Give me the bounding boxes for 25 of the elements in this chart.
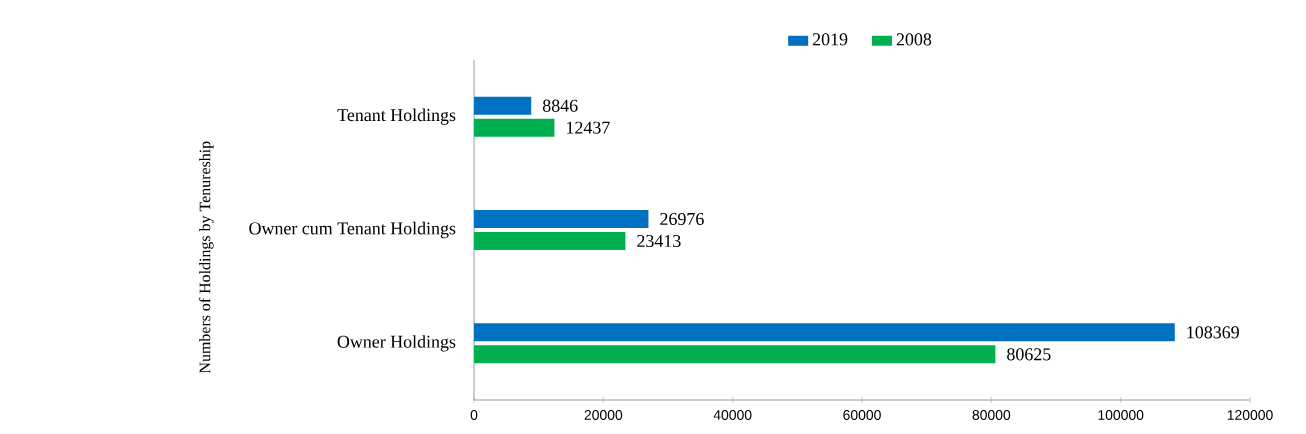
legend-label: 2008 [896, 33, 932, 46]
x-tick-label: 20000 [584, 410, 623, 420]
bar [474, 118, 555, 137]
bar [474, 323, 1175, 342]
y-tick-label: Owner cum Tenant Holdings [249, 221, 456, 239]
data-label: 8846 [542, 99, 578, 112]
data-label: 26976 [660, 212, 704, 226]
y-tick-label: Tenant Holdings [337, 108, 456, 125]
bar [474, 210, 649, 228]
y-tick-label: Owner Holdings [337, 335, 456, 352]
bar [474, 345, 996, 364]
data-label: 23413 [637, 234, 681, 248]
x-tick-label: 80000 [972, 410, 1011, 420]
data-label: 80625 [1007, 348, 1051, 361]
x-tick-label: 0 [470, 410, 478, 420]
y-axis-title: Numbers of Holdings by Tenureship [198, 141, 214, 374]
data-label: 108369 [1187, 326, 1239, 339]
bar [474, 232, 626, 250]
bar [474, 96, 532, 115]
x-tick-label: 100000 [1098, 410, 1144, 420]
x-tick-label: 40000 [713, 410, 752, 420]
data-label: 12437 [567, 121, 610, 134]
x-tick-label: 60000 [843, 410, 881, 420]
x-tick-label: 120000 [1227, 410, 1273, 420]
legend-label: 2019 [812, 33, 848, 46]
